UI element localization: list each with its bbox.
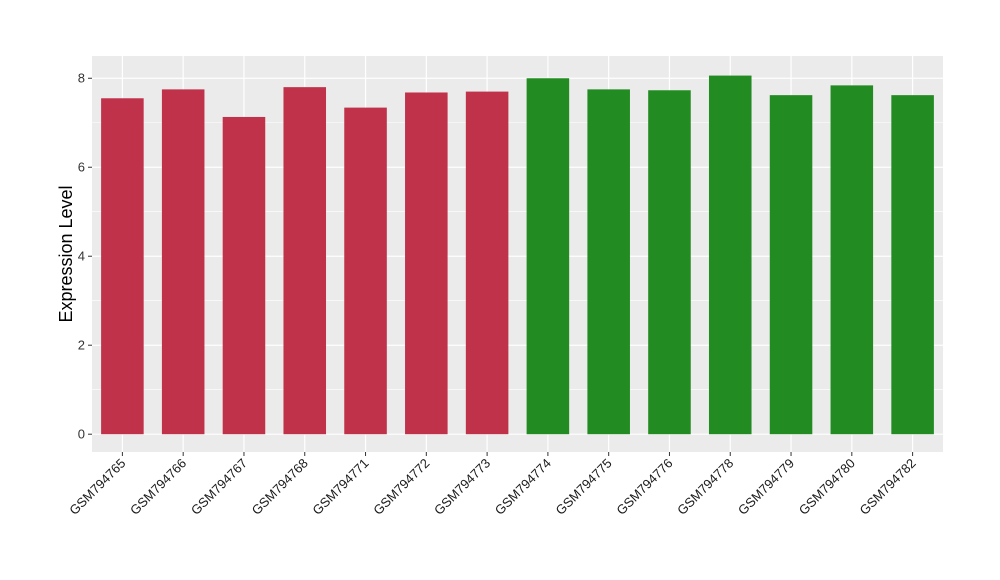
plot-panel (92, 56, 943, 452)
y-tick-label: 8 (78, 71, 85, 86)
bar-GSM794772 (405, 92, 448, 435)
bars (101, 75, 934, 435)
bar-GSM794767 (222, 116, 266, 435)
bar-GSM794782 (891, 95, 934, 435)
y-tick-label: 6 (78, 160, 85, 175)
bar-GSM794776 (648, 90, 691, 435)
bar-GSM794778 (708, 75, 752, 435)
y-tick-label: 4 (78, 249, 85, 264)
bar-GSM794775 (587, 89, 630, 435)
x-tick-label: GSM794776 (613, 456, 675, 518)
bar-GSM794771 (344, 107, 387, 435)
x-tick-label: GSM794767 (188, 456, 250, 518)
x-axis: GSM794765GSM794766GSM794767GSM794768GSM7… (66, 452, 919, 518)
x-tick-label: GSM794773 (431, 456, 493, 518)
x-tick-label: GSM794774 (492, 456, 554, 518)
y-axis-title: Expression Level (56, 185, 76, 322)
x-tick-label: GSM794775 (553, 456, 615, 518)
y-tick-label: 2 (78, 338, 85, 353)
x-tick-label: GSM794772 (370, 456, 432, 518)
bar-GSM794780 (830, 85, 874, 435)
x-tick-label: GSM794782 (857, 456, 919, 518)
x-tick-label: GSM794780 (796, 456, 858, 518)
x-tick-label: GSM794765 (66, 456, 128, 518)
bar-GSM794768 (283, 87, 327, 435)
y-axis: 0 2 4 6 8 (78, 71, 92, 442)
x-tick-label: GSM794779 (735, 456, 797, 518)
bar-GSM794766 (161, 89, 205, 435)
x-tick-label: GSM794768 (249, 456, 311, 518)
bar-GSM794773 (465, 91, 509, 435)
x-tick-label: GSM794778 (674, 456, 736, 518)
bar-GSM794779 (769, 95, 813, 435)
bar-GSM794765 (101, 98, 144, 435)
bar-GSM794774 (526, 78, 570, 435)
x-tick-label: GSM794771 (309, 456, 371, 518)
x-tick-label: GSM794766 (127, 456, 189, 518)
y-tick-label: 0 (78, 427, 85, 442)
